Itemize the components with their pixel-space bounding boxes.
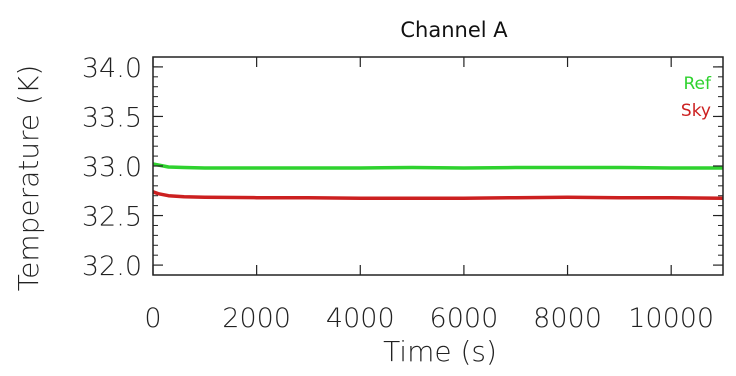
x-tick-label: 10000: [628, 303, 714, 334]
legend-item-sky: Sky: [681, 101, 711, 121]
ticks-layer: 0 2000 4000 6000 8000 10000 32.0 32.5 33.0 33.5 34…: [82, 53, 723, 334]
x-tick-label: 2000: [222, 303, 291, 334]
x-tick-label: 0: [144, 303, 161, 334]
series-line-sky: [152, 190, 724, 200]
x-tick-label: 6000: [430, 303, 499, 334]
chart-title: Channel A: [400, 18, 508, 42]
legend: Ref Sky: [681, 74, 712, 121]
y-tick-label: 33.0: [82, 152, 142, 183]
x-tick-label: 8000: [533, 303, 602, 334]
y-tick-label: 34.0: [82, 53, 142, 84]
y-axis-label-group: Temperature (K): [12, 65, 45, 291]
x-tick-label: 4000: [326, 303, 395, 334]
legend-item-ref: Ref: [684, 74, 713, 94]
plot-frame: [152, 56, 724, 276]
y-tick-label: 33.5: [82, 102, 142, 133]
y-axis-label: Temperature (K): [12, 65, 45, 291]
series-line-ref: [152, 162, 723, 170]
series-layer: [152, 162, 724, 200]
x-axis-label: Time (s): [383, 335, 497, 368]
y-tick-label: 32.5: [82, 202, 142, 233]
y-tick-label: 32.0: [82, 251, 142, 282]
